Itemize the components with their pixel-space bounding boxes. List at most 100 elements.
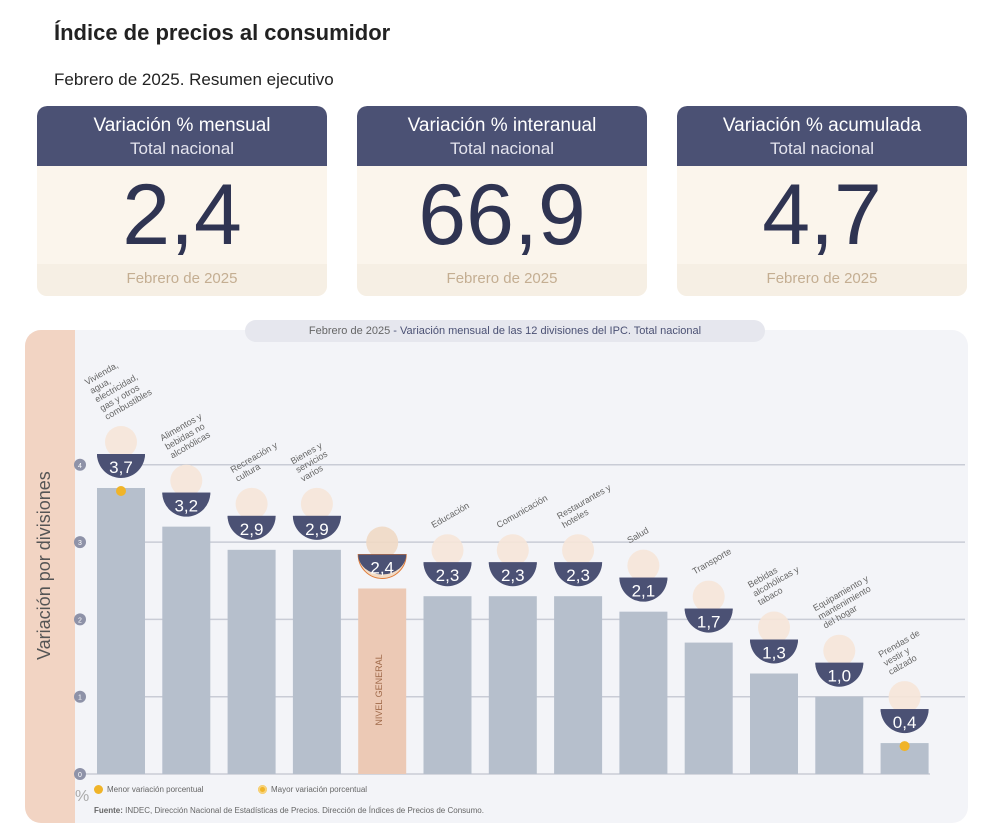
category-label: Transporte (691, 546, 733, 576)
division-icon (431, 534, 464, 567)
max-dot-icon (258, 785, 267, 795)
bar (750, 673, 798, 774)
value-label: 1,7 (697, 613, 721, 632)
division-icon (562, 534, 595, 567)
value-label: 2,9 (240, 520, 264, 539)
value-bowl-inner (423, 562, 472, 583)
category-label: Bebidasalcohólicas ytabaco (746, 555, 806, 607)
legend-min: Menor variación porcentual (94, 784, 204, 795)
card-footer: Febrero de 2025 (37, 264, 327, 296)
y-tick-label: 1 (78, 695, 82, 702)
chart-title-text: - Variación mensual de las 12 divisiones… (390, 325, 702, 337)
value-label: 1,0 (827, 667, 851, 686)
y-tick-marker (74, 613, 86, 626)
bar (292, 549, 341, 774)
bar (684, 642, 733, 774)
value-label: 1,3 (762, 644, 786, 663)
value-bowl-inner (880, 709, 929, 730)
min-marker (899, 741, 910, 752)
value-bowl-inner (488, 562, 537, 583)
y-tick-marker (74, 536, 86, 549)
division-icon (758, 611, 790, 644)
card-monthly: Variación % mensual Total nacional 2,4 Fe… (37, 106, 327, 296)
value-label: 3,7 (109, 458, 133, 477)
category-label-line: Transporte (691, 546, 733, 576)
card-title: Variación % acumulada (722, 115, 922, 136)
card-sub: Total nacional (770, 139, 874, 158)
y-tick-label: 3 (78, 540, 82, 547)
bar (162, 526, 211, 774)
category-label-line: Educación (430, 500, 471, 530)
division-icon (627, 549, 660, 582)
value-label: 2,3 (436, 566, 460, 585)
category-label: Educación (430, 500, 471, 530)
card-yearly: Variación % interanual Total nacional 66,… (357, 106, 647, 296)
source-label: Fuente: (94, 806, 123, 815)
category-label-line: Comunicación (495, 493, 549, 530)
division-icon (366, 526, 399, 559)
value-label: 2,4 (370, 558, 394, 577)
category-label: Equipamiento ymantenimientodel hogar (811, 573, 880, 630)
division-icon (300, 487, 333, 520)
category-label: Comunicación (495, 493, 549, 530)
y-tick-label: 2 (78, 617, 82, 624)
card-footer: Febrero de 2025 (677, 264, 967, 296)
legend-max-label: Mayor variación porcentual (271, 785, 368, 794)
card-cumulative: Variación % acumulada Total nacional 4,7 … (677, 106, 967, 296)
category-label: Bienes yserviciosvarios (289, 440, 335, 484)
value-bowl-inner (358, 554, 407, 575)
value-label: 0,4 (893, 713, 917, 732)
source: Fuente: INDEC, Dirección Nacional de Est… (94, 806, 484, 816)
bar (423, 596, 472, 774)
y-tick-label: 0 (78, 772, 82, 779)
category-label: Restaurantes yhoteles (555, 482, 618, 530)
card-sub: Total nacional (450, 139, 554, 158)
value-bowl-inner (97, 453, 145, 474)
bar (619, 611, 668, 774)
value-bowl-inner (292, 515, 341, 536)
card-sub: Total nacional (130, 139, 234, 158)
bar (554, 596, 603, 774)
card-title: Variación % mensual (93, 115, 271, 136)
bar (815, 696, 864, 774)
value-bowl-inner (227, 515, 276, 536)
value-label: 2,9 (305, 520, 329, 539)
card-value: 66,9 (418, 167, 586, 263)
division-icon (105, 425, 137, 458)
category-label: Prendas devestir ycalzado (877, 628, 932, 677)
bar (358, 588, 407, 774)
y-tick-marker (74, 458, 86, 471)
category-label: Alimentos ybebidas noalcohólicas (158, 411, 214, 460)
page-subtitle: Febrero de 2025. Resumen ejecutivo (54, 70, 334, 89)
y-tick-marker (74, 768, 86, 780)
value-label: 2,1 (632, 582, 656, 601)
value-bowl-inner (750, 639, 798, 660)
bar (488, 596, 537, 774)
max-marker (116, 485, 126, 496)
legend-max: Mayor variación porcentual (258, 784, 367, 795)
value-bowl-inner (684, 608, 733, 629)
division-icon (888, 681, 921, 714)
value-bowl-inner (815, 662, 864, 683)
division-icon (692, 580, 725, 613)
chart-title-date: Febrero de 2025 (308, 325, 391, 337)
value-label: 2,3 (566, 566, 590, 585)
division-icon (170, 464, 203, 497)
division-icon (823, 634, 856, 667)
legend-min-label: Menor variación porcentual (107, 785, 204, 794)
min-dot-icon (94, 785, 103, 795)
page-title: Índice de precios al consumidor (54, 20, 391, 45)
y-unit: % (75, 788, 90, 805)
value-bowl-inner (162, 492, 211, 513)
source-text: INDEC, Dirección Nacional de Estadística… (122, 806, 484, 815)
y-tick-label: 4 (78, 463, 82, 470)
value-label: 3,2 (174, 497, 198, 516)
general-bar-label: NIVEL GENERAL (374, 654, 384, 725)
category-label: Recreación ycultura (229, 440, 285, 484)
bar (227, 549, 276, 774)
card-title: Variación % interanual (407, 115, 597, 136)
value-bowl-inner (619, 577, 668, 598)
value-bowl-inner (554, 562, 603, 583)
card-value: 2,4 (122, 167, 242, 263)
